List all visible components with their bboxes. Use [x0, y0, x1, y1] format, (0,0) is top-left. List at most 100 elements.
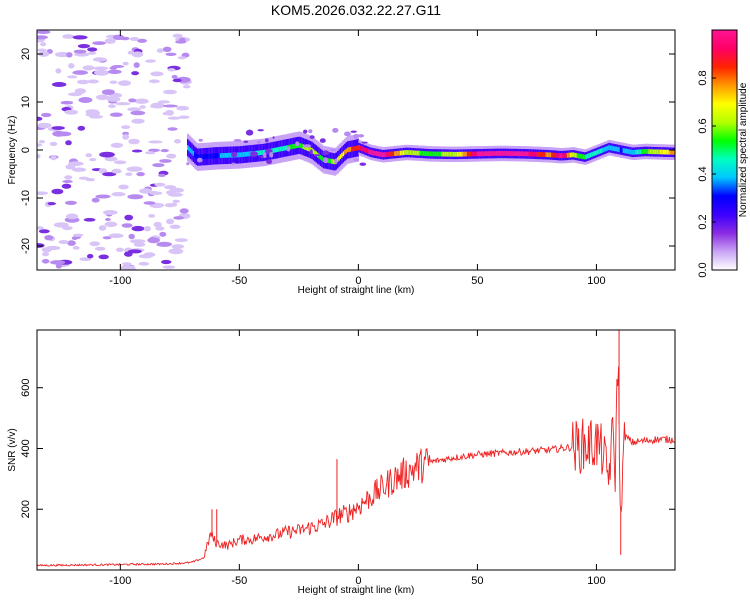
noise-speckle	[149, 191, 160, 195]
ridge-core	[481, 151, 484, 157]
noise-speckle	[172, 199, 180, 203]
noise-speckle	[111, 192, 126, 197]
ridge-core	[486, 151, 489, 156]
ridge-core	[632, 150, 635, 155]
colorbar-tick-label: 0.4	[697, 166, 709, 181]
noise-speckle	[177, 56, 187, 60]
ridge-core	[648, 149, 651, 154]
ridge-core	[488, 151, 491, 156]
ridge-core	[264, 149, 267, 155]
ridge-core	[214, 153, 217, 159]
ridge-core	[419, 150, 422, 156]
ridge-core	[491, 151, 494, 156]
ridge-core	[205, 154, 208, 159]
noise-speckle	[89, 241, 100, 247]
ridge-core	[556, 153, 559, 158]
ridge-speckle	[243, 140, 248, 143]
ridge-core	[278, 146, 281, 152]
ridge-core	[319, 154, 322, 160]
ridge-core	[562, 153, 565, 158]
noise-speckle	[52, 82, 67, 87]
ridge-core	[285, 145, 288, 151]
ridge-core	[218, 153, 221, 158]
ridge-core	[212, 153, 215, 159]
ridge-core	[519, 151, 522, 157]
ridge-core	[611, 145, 614, 151]
noise-speckle	[119, 36, 130, 41]
noise-speckle	[172, 78, 182, 83]
noise-speckle	[83, 218, 96, 222]
ridge-core	[348, 147, 351, 152]
noise-speckle	[44, 235, 54, 241]
noise-speckle	[158, 173, 166, 177]
ridge-core	[529, 151, 532, 157]
ridge-core	[395, 151, 398, 156]
ridge-core	[624, 148, 627, 154]
y-tick-label: -10	[20, 190, 32, 206]
ridge-core	[621, 147, 624, 153]
ridge-core	[448, 151, 451, 157]
noise-speckle	[149, 237, 156, 242]
ridge-speckle	[286, 146, 291, 152]
noise-speckle	[89, 158, 97, 162]
ridge-core	[498, 151, 501, 156]
ridge-core	[208, 153, 211, 159]
x-tick-label: 50	[471, 575, 483, 587]
ridge-core	[588, 153, 591, 159]
noise-speckle	[110, 142, 124, 148]
ridge-core	[629, 149, 632, 155]
ridge-core	[459, 151, 462, 157]
ridge-speckle	[198, 138, 203, 142]
ridge-speckle	[265, 138, 269, 143]
noise-speckle	[60, 100, 74, 105]
snr-y-label: SNR (v/v)	[7, 428, 18, 471]
noise-speckle	[109, 80, 118, 84]
ridge-core	[412, 150, 415, 156]
noise-speckle	[121, 82, 130, 86]
noise-speckle	[37, 116, 43, 121]
noise-speckle	[127, 107, 142, 112]
ridge-core	[388, 151, 391, 157]
noise-speckle	[72, 70, 88, 75]
ridge-core	[381, 152, 384, 157]
ridge-core	[636, 149, 639, 155]
ridge-core	[505, 151, 508, 156]
ridge-core	[398, 150, 401, 156]
ridge-core	[358, 145, 361, 150]
ridge-core	[461, 151, 464, 157]
noise-speckle	[41, 259, 50, 264]
ridge-core	[244, 151, 247, 157]
ridge-core	[279, 146, 282, 152]
ridge-core	[478, 151, 481, 157]
ridge-core	[386, 151, 389, 157]
noise-speckle	[134, 98, 149, 104]
noise-speckle	[108, 104, 116, 109]
ridge-core	[426, 151, 429, 157]
ridge-core	[668, 149, 671, 155]
noise-speckle	[136, 172, 145, 177]
noise-speckle	[104, 218, 111, 221]
ridge-core	[277, 147, 279, 152]
y-tick-label: 200	[20, 500, 32, 518]
ridge-core	[344, 150, 347, 155]
ridge-core	[454, 151, 457, 157]
snr-x-label: Height of straight line (km)	[298, 585, 415, 596]
ridge-core	[312, 149, 315, 154]
ridge-core	[372, 150, 375, 156]
ridge-core	[595, 150, 598, 156]
ridge-speckle	[269, 152, 274, 158]
ridge-core	[585, 154, 588, 160]
noise-speckle	[95, 246, 106, 251]
ridge-core	[545, 152, 548, 158]
noise-speckle	[148, 140, 163, 144]
ridge-core	[394, 151, 397, 156]
ridge-speckle	[231, 152, 238, 158]
ridge-core	[475, 151, 478, 157]
ridge-speckle	[357, 134, 365, 138]
noise-speckle	[126, 166, 143, 172]
ridge-core	[509, 151, 512, 156]
ridge-speckle	[186, 162, 190, 166]
noise-speckle	[104, 156, 118, 162]
ridge-core	[659, 149, 662, 155]
noise-speckle	[103, 210, 118, 215]
